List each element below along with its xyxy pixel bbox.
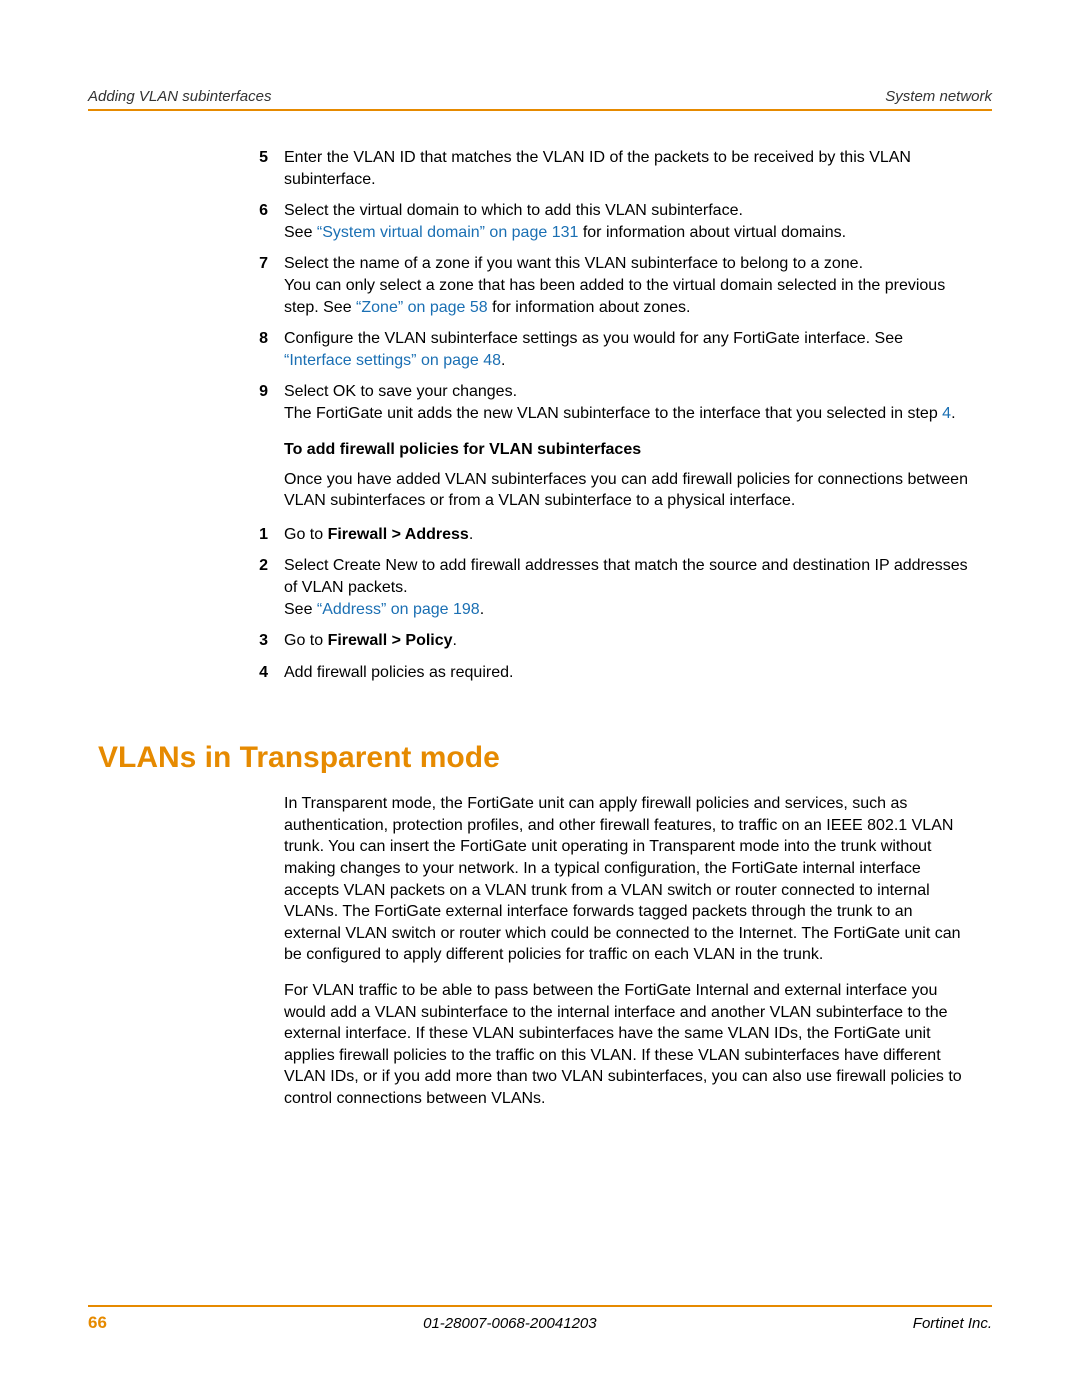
text-run: Go to	[284, 632, 328, 649]
text-run: .	[453, 632, 457, 649]
step-body: Configure the VLAN subinterface settings…	[284, 328, 972, 371]
header-right: System network	[885, 88, 992, 105]
text-run: Select Create New to add firewall addres…	[284, 557, 968, 596]
section-title: VLANs in Transparent mode	[98, 741, 992, 775]
step-number: 7	[248, 253, 284, 318]
intro-paragraph: Once you have added VLAN subinterfaces y…	[284, 469, 972, 512]
numbered-step: 6Select the virtual domain to which to a…	[248, 200, 972, 243]
step-body: Add firewall policies as required.	[284, 662, 972, 684]
cross-reference-link[interactable]: “Zone” on page 58	[356, 299, 488, 316]
footer-rule	[88, 1305, 992, 1307]
header-left: Adding VLAN subinterfaces	[88, 88, 271, 105]
page-footer: 66 01-28007-0068-20041203 Fortinet Inc.	[88, 1305, 992, 1333]
numbered-step: 2Select Create New to add firewall addre…	[248, 555, 972, 620]
step-body: Select Create New to add firewall addres…	[284, 555, 972, 620]
body-paragraph: In Transparent mode, the FortiGate unit …	[284, 793, 972, 966]
step-body: Select OK to save your changes. The Forti…	[284, 381, 972, 424]
footer-row: 66 01-28007-0068-20041203 Fortinet Inc.	[88, 1313, 992, 1333]
text-run: .	[480, 601, 484, 618]
cross-reference-link[interactable]: “Address” on page 198	[317, 601, 480, 618]
step-number: 4	[248, 662, 284, 684]
cross-reference-link[interactable]: 4	[942, 405, 951, 422]
cross-reference-link[interactable]: “System virtual domain” on page 131	[317, 224, 578, 241]
page-header: Adding VLAN subinterfaces System network	[88, 88, 992, 109]
step-body: Go to Firewall > Policy.	[284, 630, 972, 652]
menu-path: Firewall > Address	[328, 526, 469, 543]
cross-reference-link[interactable]: “Interface settings” on page 48	[284, 352, 501, 369]
numbered-step: 7Select the name of a zone if you want t…	[248, 253, 972, 318]
numbered-step: 1Go to Firewall > Address.	[248, 524, 972, 546]
text-run: See	[284, 224, 317, 241]
text-run: The FortiGate unit adds the new VLAN sub…	[284, 405, 942, 422]
content-block: 5Enter the VLAN ID that matches the VLAN…	[248, 147, 972, 683]
step-number: 3	[248, 630, 284, 652]
document-id: 01-28007-0068-20041203	[423, 1315, 597, 1332]
step-body: Go to Firewall > Address.	[284, 524, 972, 546]
page: Adding VLAN subinterfaces System network…	[0, 0, 1080, 1110]
text-run: Configure the VLAN subinterface settings…	[284, 330, 903, 347]
step-number: 8	[248, 328, 284, 371]
text-run: Select the virtual domain to which to ad…	[284, 202, 743, 219]
company-name: Fortinet Inc.	[913, 1315, 992, 1332]
step-number: 6	[248, 200, 284, 243]
numbered-step: 3Go to Firewall > Policy.	[248, 630, 972, 652]
text-run: Select OK to save your changes.	[284, 383, 517, 400]
numbered-step: 8Configure the VLAN subinterface setting…	[248, 328, 972, 371]
text-run: for information about zones.	[488, 299, 691, 316]
step-body: Select the virtual domain to which to ad…	[284, 200, 972, 243]
step-number: 5	[248, 147, 284, 190]
text-run: .	[469, 526, 473, 543]
numbered-step: 5Enter the VLAN ID that matches the VLAN…	[248, 147, 972, 190]
step-body: Select the name of a zone if you want th…	[284, 253, 972, 318]
step-number: 1	[248, 524, 284, 546]
text-run: .	[501, 352, 505, 369]
text-run: Enter the VLAN ID that matches the VLAN …	[284, 149, 911, 188]
page-number: 66	[88, 1313, 107, 1333]
text-run: Go to	[284, 526, 328, 543]
step-number: 9	[248, 381, 284, 424]
step-number: 2	[248, 555, 284, 620]
menu-path: Firewall > Policy	[328, 632, 453, 649]
numbered-step: 9Select OK to save your changes. The Fort…	[248, 381, 972, 424]
header-rule	[88, 109, 992, 111]
text-run: Select the name of a zone if you want th…	[284, 255, 863, 272]
subheading: To add firewall policies for VLAN subint…	[284, 441, 972, 459]
body-paragraph: For VLAN traffic to be able to pass betw…	[284, 980, 972, 1110]
text-run: Add firewall policies as required.	[284, 664, 513, 681]
step-body: Enter the VLAN ID that matches the VLAN …	[284, 147, 972, 190]
text-run: .	[951, 405, 955, 422]
text-run: See	[284, 601, 317, 618]
text-run: for information about virtual domains.	[578, 224, 846, 241]
numbered-step: 4Add firewall policies as required.	[248, 662, 972, 684]
